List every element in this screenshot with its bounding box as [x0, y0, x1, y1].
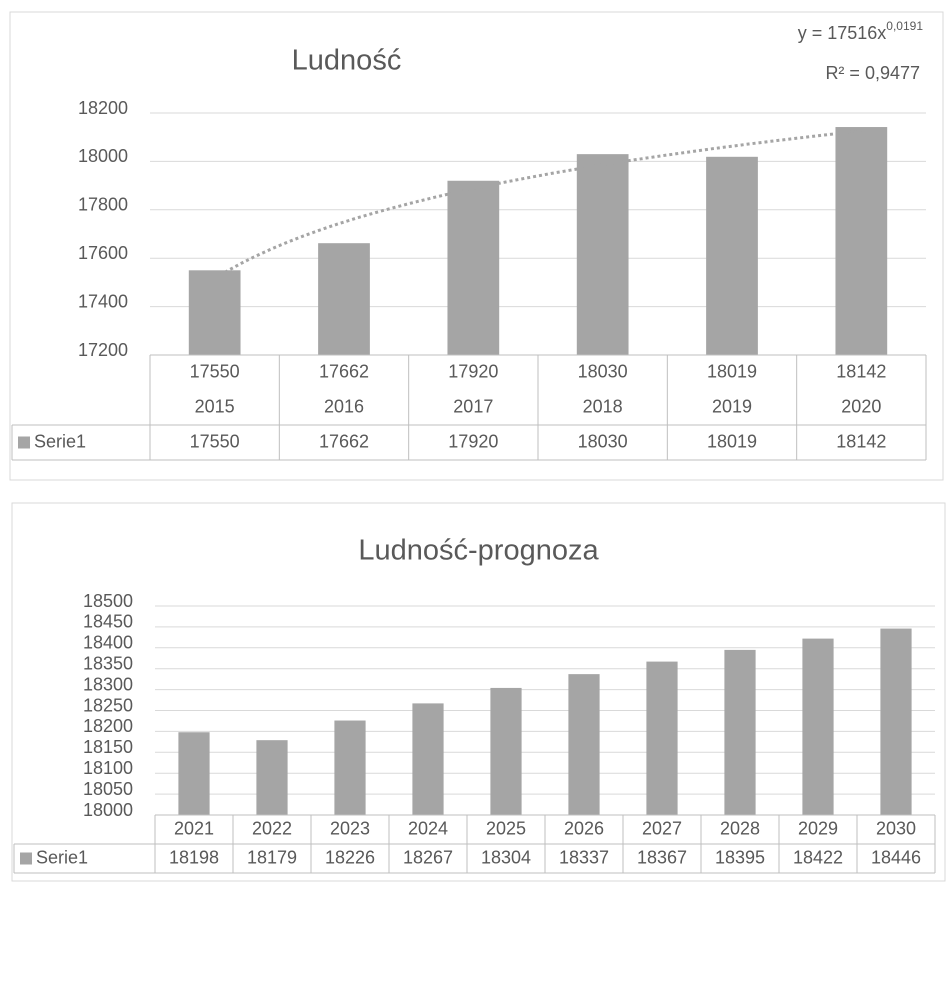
data-table-value: 18179 [247, 847, 297, 867]
x-tick-label: 2016 [324, 396, 364, 416]
x-tick-label: 2019 [712, 396, 752, 416]
y-tick-label: 18200 [78, 98, 128, 118]
bar [880, 628, 912, 815]
y-tick-label: 18000 [83, 800, 133, 820]
x-tick-label: 2020 [841, 396, 881, 416]
data-table-value: 18030 [578, 431, 628, 451]
y-tick-label: 18250 [83, 695, 133, 715]
chart-frame [11, 502, 946, 882]
y-tick-label: 18300 [83, 674, 133, 694]
x-tick-label: 17920 [448, 361, 498, 381]
data-table-value: 17662 [319, 431, 369, 451]
bar [835, 127, 888, 355]
x-tick-label: 2015 [195, 396, 235, 416]
trendline-equation: y = 17516x0,0191 [798, 19, 924, 43]
y-tick-label: 18400 [83, 633, 133, 653]
bar [178, 732, 210, 815]
x-tick-label: 2023 [330, 818, 370, 838]
equation-exponent: 0,0191 [886, 19, 923, 33]
y-tick-label: 18450 [83, 612, 133, 632]
data-table-value: 18019 [707, 431, 757, 451]
bar [490, 687, 522, 815]
x-tick-label: 2025 [486, 818, 526, 838]
y-tick-label: 18150 [83, 737, 133, 757]
y-tick-label: 17200 [78, 340, 128, 360]
data-table-value: 18337 [559, 847, 609, 867]
y-tick-label: 18350 [83, 653, 133, 673]
x-tick-label: 18142 [836, 361, 886, 381]
x-tick-label: 18030 [578, 361, 628, 381]
y-tick-label: 18050 [83, 779, 133, 799]
legend-label: Serie1 [34, 431, 86, 451]
data-table-value: 18226 [325, 847, 375, 867]
x-tick-label: 2027 [642, 818, 682, 838]
x-tick-label: 2021 [174, 818, 214, 838]
data-table-value: 18395 [715, 847, 765, 867]
y-tick-label: 17600 [78, 243, 128, 263]
bar [334, 720, 366, 815]
data-table-value: 18198 [169, 847, 219, 867]
bar [646, 661, 678, 815]
bar [802, 638, 834, 815]
equation-base: y = 17516x [798, 23, 887, 43]
x-tick-label: 2026 [564, 818, 604, 838]
legend-label: Serie1 [36, 847, 88, 867]
legend-swatch [18, 436, 30, 449]
y-tick-label: 18200 [83, 716, 133, 736]
data-table-value: 18267 [403, 847, 453, 867]
x-tick-label: 2024 [408, 818, 448, 838]
y-tick-label: 17800 [78, 195, 128, 215]
chart-title: Ludność-prognoza [358, 535, 599, 567]
x-tick-label: 2029 [798, 818, 838, 838]
chart-title: Ludność [292, 45, 402, 77]
x-tick-label: 17550 [190, 361, 240, 381]
x-tick-label: 2022 [252, 818, 292, 838]
data-table-value: 17550 [190, 431, 240, 451]
x-tick-label: 2030 [876, 818, 916, 838]
data-table-value: 18367 [637, 847, 687, 867]
trendline-r-squared: R² = 0,9477 [825, 63, 920, 83]
trendline [213, 129, 862, 280]
bar [576, 154, 629, 355]
x-tick-label: 2017 [453, 396, 493, 416]
y-tick-label: 18100 [83, 758, 133, 778]
bar [706, 156, 758, 355]
bar [188, 270, 241, 355]
data-table-value: 17920 [448, 431, 498, 451]
data-table-value: 18422 [793, 847, 843, 867]
bar [318, 243, 370, 355]
bar [568, 674, 600, 815]
bar [724, 649, 756, 815]
bar [447, 180, 500, 355]
y-tick-label: 18000 [78, 146, 128, 166]
x-tick-label: 2018 [583, 396, 623, 416]
y-tick-label: 17400 [78, 291, 128, 311]
data-table-value: 18446 [871, 847, 921, 867]
data-table-value: 18142 [836, 431, 886, 451]
bar [412, 703, 444, 815]
bar [256, 740, 288, 815]
y-tick-label: 18500 [83, 591, 133, 611]
x-tick-label: 18019 [707, 361, 757, 381]
x-tick-label: 2028 [720, 818, 760, 838]
x-tick-label: 17662 [319, 361, 369, 381]
legend-swatch [20, 852, 32, 865]
data-table-value: 18304 [481, 847, 531, 867]
